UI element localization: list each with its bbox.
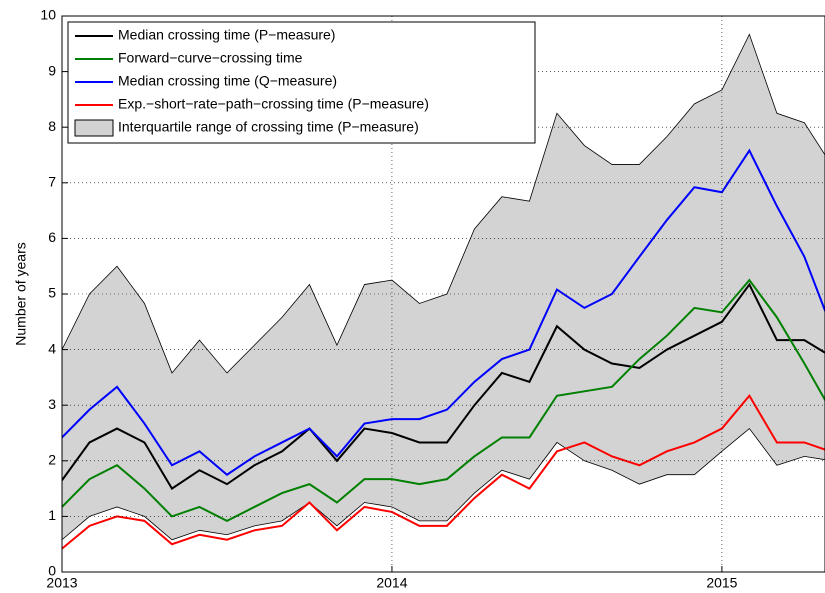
y-tick-label: 0 bbox=[48, 563, 56, 579]
iqr-edge bbox=[62, 427, 825, 541]
legend-label: Interquartile range of crossing time (P−… bbox=[118, 119, 419, 135]
series-line bbox=[62, 394, 825, 550]
y-tick-label: 3 bbox=[48, 396, 56, 412]
y-tick-label: 1 bbox=[48, 507, 56, 523]
x-tick-label: 2013 bbox=[46, 575, 77, 591]
y-tick-label: 2 bbox=[48, 452, 56, 468]
y-axis-label: Number of years bbox=[13, 242, 29, 345]
y-tick-label: 6 bbox=[48, 229, 56, 245]
x-tick-label: 2014 bbox=[376, 575, 407, 591]
x-tick-label: 2015 bbox=[706, 575, 737, 591]
plot-frame bbox=[61, 15, 825, 573]
series-line bbox=[62, 148, 825, 476]
y-tick-label: 9 bbox=[48, 62, 56, 78]
series-line bbox=[62, 282, 825, 491]
y-tick-label: 7 bbox=[48, 174, 56, 190]
legend-swatch bbox=[74, 119, 114, 137]
legend-label: Median crossing time (Q−measure) bbox=[118, 73, 337, 89]
legend-label: Forward−curve−crossing time bbox=[118, 50, 303, 66]
legend-label: Median crossing time (P−measure) bbox=[118, 27, 335, 43]
legend-label: Exp.−short−rate−path−crossing time (P−me… bbox=[118, 96, 429, 112]
y-tick-label: 10 bbox=[40, 7, 56, 23]
plot-area bbox=[62, 33, 825, 550]
series-line bbox=[62, 278, 825, 522]
y-tick-label: 8 bbox=[48, 118, 56, 134]
y-tick-label: 4 bbox=[48, 340, 56, 356]
legend-box bbox=[67, 21, 536, 144]
y-tick-label: 5 bbox=[48, 285, 56, 301]
iqr-fill bbox=[62, 34, 825, 540]
